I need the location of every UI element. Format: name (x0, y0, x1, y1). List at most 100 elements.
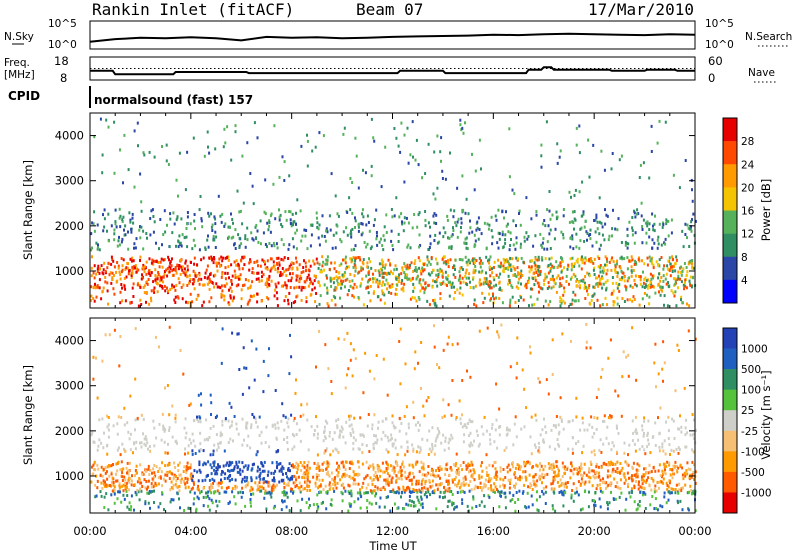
velocity-cell (661, 445, 664, 449)
power-cell (376, 278, 379, 282)
velocity-cell (168, 470, 171, 474)
power-cell (520, 269, 523, 273)
power-cell (102, 229, 105, 233)
velocity-cell (529, 351, 532, 355)
power-cell (512, 273, 515, 277)
velocity-cell (144, 435, 147, 439)
power-cell (133, 246, 135, 250)
power-cell (100, 264, 103, 268)
power-cell (222, 145, 225, 149)
power-cell (241, 222, 244, 226)
power-cell (449, 151, 451, 155)
power-cell (427, 272, 430, 276)
velocity-cell (451, 478, 454, 482)
velocity-cell (536, 508, 539, 512)
velocity-cell (542, 486, 545, 490)
velocity-cell (435, 437, 438, 441)
velocity-cell (641, 493, 644, 497)
velocity-cell (97, 467, 100, 471)
power-cell (636, 208, 639, 212)
power-cell (424, 224, 427, 228)
power-colorbar-tick: 24 (741, 159, 755, 171)
velocity-cell (602, 477, 604, 481)
power-cell (646, 256, 649, 260)
power-cell (101, 289, 104, 293)
power-cell (575, 126, 578, 130)
velocity-cell (170, 498, 173, 502)
velocity-cell (393, 466, 396, 470)
velocity-cell (678, 427, 681, 431)
velocity-cell (552, 462, 555, 466)
velocity-cell (636, 475, 639, 479)
velocity-cell (326, 490, 329, 493)
power-cell (233, 269, 236, 273)
power-cell (473, 257, 476, 261)
velocity-cell (647, 438, 650, 442)
power-cell (441, 177, 444, 180)
power-cell (496, 241, 499, 245)
power-cell (634, 215, 637, 219)
power-cell (325, 258, 328, 262)
velocity-cell (473, 471, 476, 475)
power-cell (424, 210, 427, 213)
velocity-cell (376, 463, 379, 467)
power-cell (389, 263, 392, 267)
velocity-cell (122, 483, 125, 487)
power-cell (437, 273, 440, 276)
velocity-cell (103, 484, 106, 488)
power-cell (134, 264, 137, 267)
velocity-cell (337, 471, 340, 474)
power-cell (342, 132, 345, 136)
velocity-cell (289, 469, 291, 473)
power-cell (638, 256, 640, 260)
velocity-cell (423, 414, 426, 418)
power-cell (570, 262, 573, 266)
power-cell (461, 268, 464, 271)
power-cell (684, 278, 687, 282)
velocity-cell (276, 421, 279, 425)
velocity-cell (96, 479, 99, 483)
power-cell (464, 271, 467, 275)
velocity-cell (588, 490, 590, 494)
velocity-cell (382, 485, 385, 489)
power-cell (232, 235, 235, 239)
power-cell (106, 229, 108, 233)
velocity-cell (90, 433, 93, 437)
power-cell (477, 216, 480, 220)
velocity-cell (94, 483, 97, 487)
velocity-cell (521, 368, 524, 372)
velocity-cell (362, 481, 365, 485)
velocity-cell (244, 464, 247, 468)
velocity-cell (350, 423, 353, 427)
velocity-cell (380, 487, 383, 491)
velocity-cell (623, 472, 626, 476)
power-cell (208, 278, 211, 282)
velocity-cell (354, 482, 357, 486)
power-cell (442, 235, 445, 239)
power-cell (411, 226, 414, 230)
velocity-cell (357, 472, 360, 476)
power-cell (360, 266, 363, 270)
velocity-cell (253, 378, 256, 382)
velocity-cell (96, 448, 99, 452)
velocity-cell (425, 399, 428, 403)
velocity-cell (501, 483, 504, 487)
power-cell (169, 261, 172, 265)
power-cell (611, 291, 614, 295)
power-cell (555, 260, 558, 264)
velocity-cell (191, 474, 194, 478)
power-cell (384, 263, 387, 267)
velocity-cell (122, 467, 125, 471)
power-cell (671, 268, 674, 272)
power-cell (368, 229, 371, 233)
power-cell (478, 261, 481, 265)
power-cell (562, 293, 565, 297)
power-cell (658, 272, 661, 276)
power-cell (235, 259, 238, 263)
velocity-cell (164, 473, 167, 477)
power-cell (377, 282, 379, 286)
power-cell (284, 210, 287, 214)
velocity-cell (92, 472, 95, 476)
power-cell (502, 257, 505, 261)
power-cell (326, 262, 329, 266)
